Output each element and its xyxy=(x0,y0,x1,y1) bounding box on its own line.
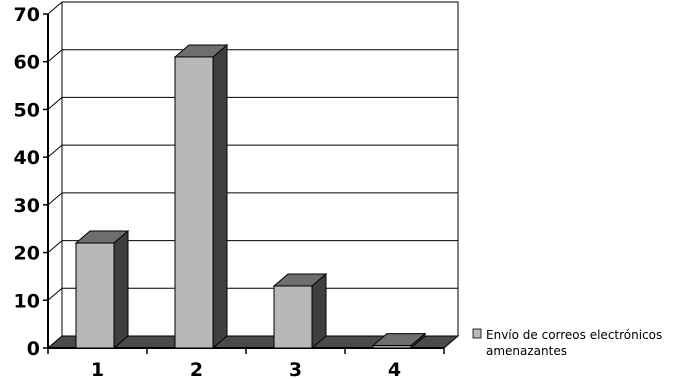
y-axis-ticks: 0 10 20 30 40 50 60 70 xyxy=(14,4,40,360)
gridline-slant xyxy=(47,192,63,206)
gridline-slant xyxy=(47,97,63,110)
bar-front xyxy=(75,242,115,349)
bar xyxy=(173,43,229,350)
bar xyxy=(371,332,427,350)
bar-front xyxy=(372,345,412,349)
legend-label-line2: amenazantes xyxy=(486,344,567,358)
bar-front xyxy=(273,285,313,349)
y-tick-label: 20 xyxy=(14,243,40,265)
x-tick-label: 4 xyxy=(388,359,401,379)
y-tick-label: 0 xyxy=(27,338,40,360)
y-tick-label: 70 xyxy=(14,4,40,26)
x-tick-label: 3 xyxy=(289,359,302,379)
x-tick-label: 1 xyxy=(91,359,104,379)
gridline-slant xyxy=(47,144,63,158)
gridline-slant xyxy=(47,49,63,63)
legend-label-line1: Envío de correos electrónicos xyxy=(486,328,662,342)
y-tick-label: 30 xyxy=(14,195,40,217)
y-tick-label: 10 xyxy=(14,290,40,312)
gridline-slant xyxy=(47,1,63,15)
bar-side xyxy=(113,229,129,350)
legend-swatch xyxy=(472,328,482,339)
bar-side xyxy=(212,43,228,350)
y-tick-label: 60 xyxy=(14,52,40,74)
bar-front xyxy=(174,56,214,349)
bar-side xyxy=(311,272,327,350)
bar xyxy=(272,272,328,350)
gridline-slant xyxy=(47,287,63,301)
x-axis-ticks: 1 2 3 4 xyxy=(91,359,401,379)
legend: Envío de correos electrónicos amenazante… xyxy=(472,328,662,358)
bar xyxy=(74,229,130,350)
x-tick-label: 2 xyxy=(190,359,203,379)
y-tick-label: 40 xyxy=(14,147,40,169)
y-tick-label: 50 xyxy=(14,99,40,121)
gridline-slant xyxy=(47,240,63,253)
bars xyxy=(74,43,427,350)
